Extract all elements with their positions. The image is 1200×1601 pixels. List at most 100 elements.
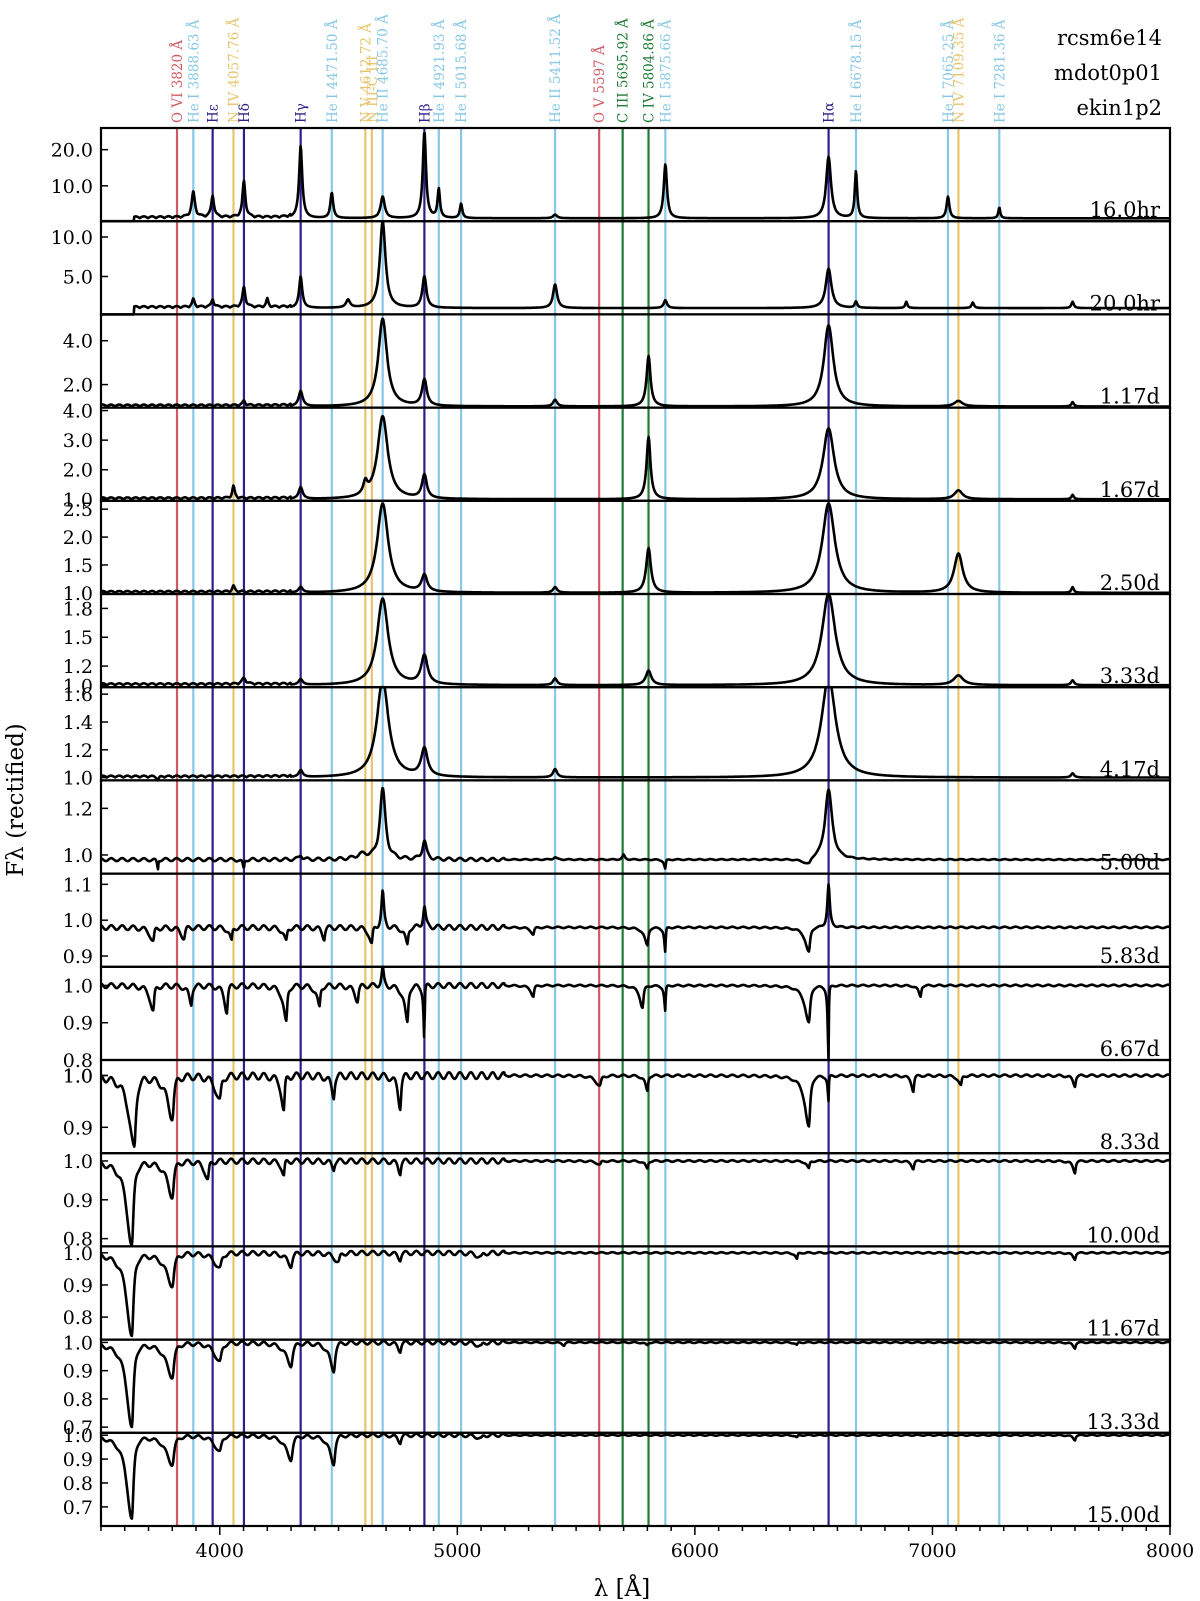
epoch-label: 5.83d <box>1100 944 1160 968</box>
y-tick-label: 0.8 <box>63 1389 93 1411</box>
y-tick-label: 1.1 <box>63 874 93 896</box>
panel-frame <box>99 126 1172 223</box>
epoch-label: 6.67d <box>1100 1037 1160 1061</box>
y-tick-label: 1.8 <box>63 598 93 620</box>
line-label-n-iv-4057-76: N IV 4057.76 Å <box>226 17 242 123</box>
panel-frame <box>99 220 1172 316</box>
panel-1-17d: 2.0 4.0 1.17d <box>63 313 1172 409</box>
line-label-he-i-5875-66: He I 5875.66 Å <box>658 19 674 123</box>
y-tick-label: 1.0 <box>63 1066 93 1088</box>
panel-2-50d: 1.0 1.5 2.0 2.5 2.50d <box>63 499 1172 605</box>
x-tick-label: 4000 <box>196 1540 244 1562</box>
y-tick-label: 1.0 <box>63 975 93 997</box>
panel-5-83d: 0.9 1.0 1.1 5.83d <box>63 872 1172 968</box>
y-tick-label: 1.0 <box>63 1425 93 1447</box>
panel-frame <box>99 1152 1172 1248</box>
spectrum-line <box>100 1071 1171 1148</box>
panel-frame <box>99 872 1172 968</box>
line-label-he-ii-5411-52: He II 5411.52 Å <box>548 14 564 123</box>
y-tick-label: 0.9 <box>63 1190 93 1212</box>
spectrum-line <box>100 965 1171 1061</box>
epoch-label: 10.00d <box>1086 1223 1160 1247</box>
y-tick-label: 1.0 <box>63 910 93 932</box>
panel-frame <box>99 499 1172 596</box>
line-label-he-i-7281-36: He I 7281.36 Å <box>992 19 1008 123</box>
panel-10-00d: 0.8 0.9 1.0 10.00d <box>63 1151 1172 1251</box>
spectrum-line <box>100 317 1171 408</box>
line-label-he-i-6678-15: He I 6678.15 Å <box>849 19 865 123</box>
y-tick-label: 20.0 <box>51 140 93 162</box>
line-label-o-vi-3820: O VI 3820 Å <box>170 40 186 123</box>
y-tick-label: 1.0 <box>63 1151 93 1173</box>
y-tick-label: 1.0 <box>63 1332 93 1354</box>
panel-frame <box>99 406 1172 502</box>
panel-6-67d: 0.8 0.9 1.0 6.67d <box>63 965 1172 1072</box>
spectrum-line <box>100 1249 1171 1338</box>
line-label-h: Hβ <box>417 103 433 123</box>
epoch-label: 1.17d <box>1100 385 1160 409</box>
y-tick-label: 2.5 <box>63 499 93 521</box>
y-tick-label: 1.2 <box>63 798 93 820</box>
spectrum-line <box>100 592 1171 687</box>
y-tick-label: 1.2 <box>63 740 93 762</box>
epoch-label: 15.00d <box>1086 1503 1160 1527</box>
y-tick-label: 0.9 <box>63 1449 93 1471</box>
model-label-0: rcsm6e14 <box>1057 26 1162 50</box>
spectrum-line <box>100 414 1171 501</box>
panel-frame <box>99 592 1172 689</box>
line-label-n-v-4612-72: N V 4612.72 Å <box>358 23 374 123</box>
line-label-o-v-5597: O V 5597 Å <box>592 45 608 123</box>
epoch-label: 8.33d <box>1100 1130 1160 1154</box>
line-label-n-iii-c-iii: N III-C III <box>365 56 381 123</box>
panel-4-17d: 1.0 1.2 1.4 1.6 4.17d <box>63 684 1172 790</box>
panel-20-0hr: 5.0 10.0 20.0hr <box>51 219 1172 316</box>
panel-frame <box>99 686 1172 782</box>
line-label-he-i-3888-63: He I 3888.63 Å <box>186 19 202 123</box>
y-tick-label: 0.9 <box>63 1361 93 1383</box>
panel-frame <box>99 965 1172 1062</box>
panel-3-33d: 1.01.2 1.5 1.8 3.33d <box>63 592 1172 697</box>
panel-8-33d: 0.91.01.08.33d <box>63 1058 1172 1155</box>
y-tick-label: 1.5 <box>63 627 93 649</box>
line-label-c-iv-5804-86: C IV 5804.86 Å <box>642 19 658 123</box>
line-label-h: Hδ <box>237 103 253 123</box>
y-tick-label: 1.0 <box>63 489 93 511</box>
spectrum-line <box>100 882 1171 954</box>
line-label-he-i-7065-25: He I 7065.25 Å <box>941 19 957 123</box>
panel-frame <box>99 313 1172 409</box>
epoch-label: 1.67d <box>1100 478 1160 502</box>
y-tick-label: 0.9 <box>63 1117 93 1139</box>
spectrum-line <box>100 502 1171 595</box>
y-tick-label: 4.0 <box>63 331 93 353</box>
line-markers <box>175 128 1001 1526</box>
model-label-2: ekin1p2 <box>1076 96 1162 120</box>
model-label-1: mdot0p01 <box>1054 61 1162 85</box>
y-tick-label: 4.0 <box>63 401 93 423</box>
y-tick-label: 0.7 <box>63 1417 93 1439</box>
y-tick-label: 1.2 <box>63 656 93 678</box>
y-tick-label: 1.0 <box>63 1066 93 1088</box>
x-tick-label: 5000 <box>433 1540 481 1562</box>
y-tick-label: 3.0 <box>63 430 93 452</box>
y-tick-label: 1.0 <box>63 768 93 790</box>
panel-13-33d: 0.7 0.8 0.9 1.0 13.33d <box>63 1332 1172 1439</box>
y-tick-label: 1.0 <box>63 1243 93 1265</box>
panel-11-67d: 0.8 0.9 1.0 11.67d <box>63 1243 1172 1341</box>
spectrum-line <box>100 685 1171 782</box>
line-label-he-i-4921-93: He I 4921.93 Å <box>432 19 448 123</box>
spectrum-line <box>100 786 1171 871</box>
line-label-c-iii-5695-92: C III 5695.92 Å <box>616 18 632 123</box>
y-tick-label: 0.8 <box>63 1307 93 1329</box>
x-tick-label: 7000 <box>908 1540 956 1562</box>
epoch-label: 13.33d <box>1086 1410 1160 1434</box>
line-label-he-ii-4685-70: He II 4685.70 Å <box>376 14 392 123</box>
epoch-label: 4.17d <box>1100 757 1160 781</box>
line-label-n-iv-7109-35: N IV 7109.35 Å <box>951 17 967 123</box>
x-axis-title: λ [Å] <box>594 1574 650 1601</box>
epoch-label: 16.0hr <box>1090 198 1161 222</box>
spectrum-line <box>100 219 1171 316</box>
y-tick-label: 1.4 <box>63 712 93 734</box>
panel-frame <box>99 1431 1172 1528</box>
y-tick-label: 0.9 <box>63 1013 93 1035</box>
